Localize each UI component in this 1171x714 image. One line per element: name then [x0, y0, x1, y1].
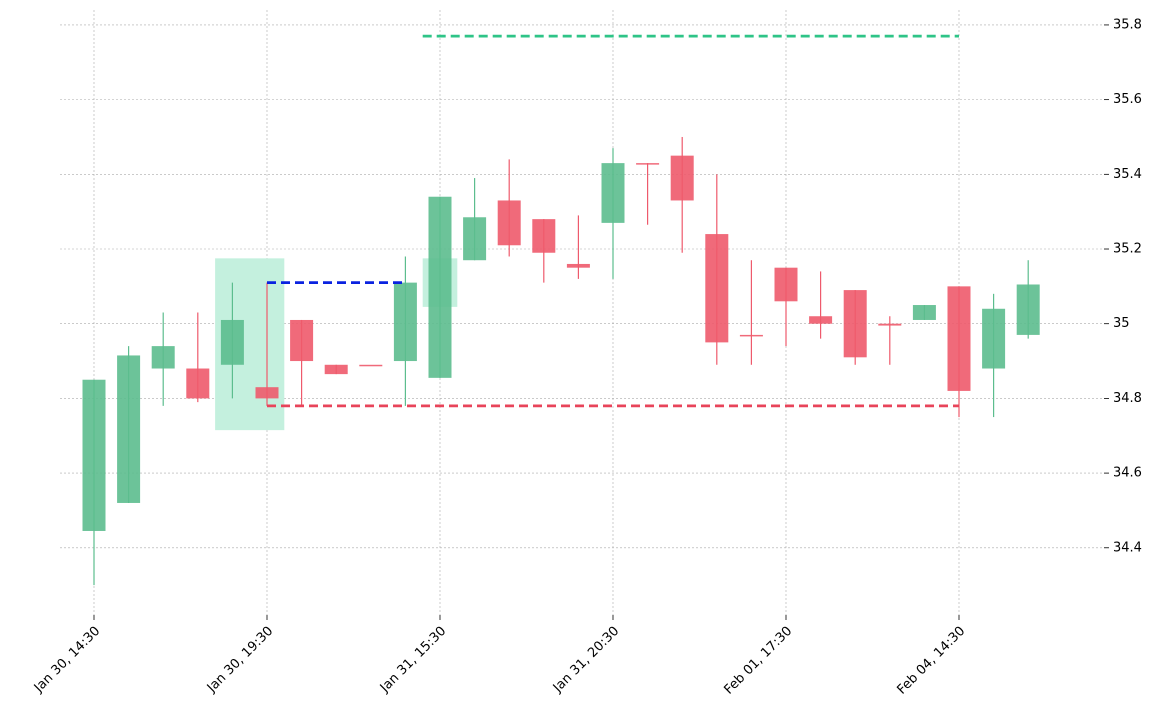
candle-body — [393, 282, 417, 362]
candle-body — [705, 234, 729, 343]
candle-body — [774, 267, 798, 302]
candle-body — [428, 196, 452, 378]
candle-body — [982, 308, 1006, 369]
candle-body — [947, 286, 971, 391]
candle-body — [1016, 284, 1040, 335]
candle-body — [566, 263, 590, 268]
candle-body — [809, 316, 833, 324]
y-tick-label: 34.8 — [1113, 391, 1142, 406]
candle-body — [220, 319, 244, 365]
candle-body — [82, 379, 106, 531]
candle-body — [532, 219, 556, 253]
candle-body — [878, 323, 902, 326]
x-tick-label: Jan 30, 19:30 — [204, 624, 276, 696]
x-tick-label: Feb 04, 14:30 — [894, 624, 968, 698]
candle-body — [497, 200, 521, 246]
y-tick-label: 35 — [1113, 316, 1130, 331]
candle-body — [636, 163, 660, 165]
candle-body — [255, 387, 279, 399]
candle-body — [843, 290, 867, 358]
candle-body — [601, 163, 625, 223]
x-tick-label: Jan 31, 20:30 — [550, 624, 622, 696]
x-tick-label: Jan 30, 14:30 — [31, 624, 103, 696]
candle-body — [463, 217, 487, 261]
y-tick-label: 35.8 — [1113, 17, 1142, 32]
candle-body — [186, 368, 210, 399]
candle-body — [912, 305, 936, 320]
candle-body — [670, 155, 694, 201]
candle-body — [324, 364, 348, 375]
y-tick-label: 35.6 — [1113, 92, 1142, 107]
x-tick-label: Feb 01, 17:30 — [721, 624, 795, 698]
y-tick-label: 35.2 — [1113, 242, 1142, 257]
y-tick-label: 34.4 — [1113, 540, 1142, 555]
candle-body — [151, 346, 175, 369]
y-tick-label: 34.6 — [1113, 466, 1142, 481]
candle-body — [117, 355, 141, 503]
y-tick-label: 35.4 — [1113, 167, 1142, 182]
x-tick-label: Jan 31, 15:30 — [377, 624, 449, 696]
candle-body — [359, 364, 383, 367]
candle-body — [739, 334, 763, 337]
candle-body — [290, 319, 314, 362]
